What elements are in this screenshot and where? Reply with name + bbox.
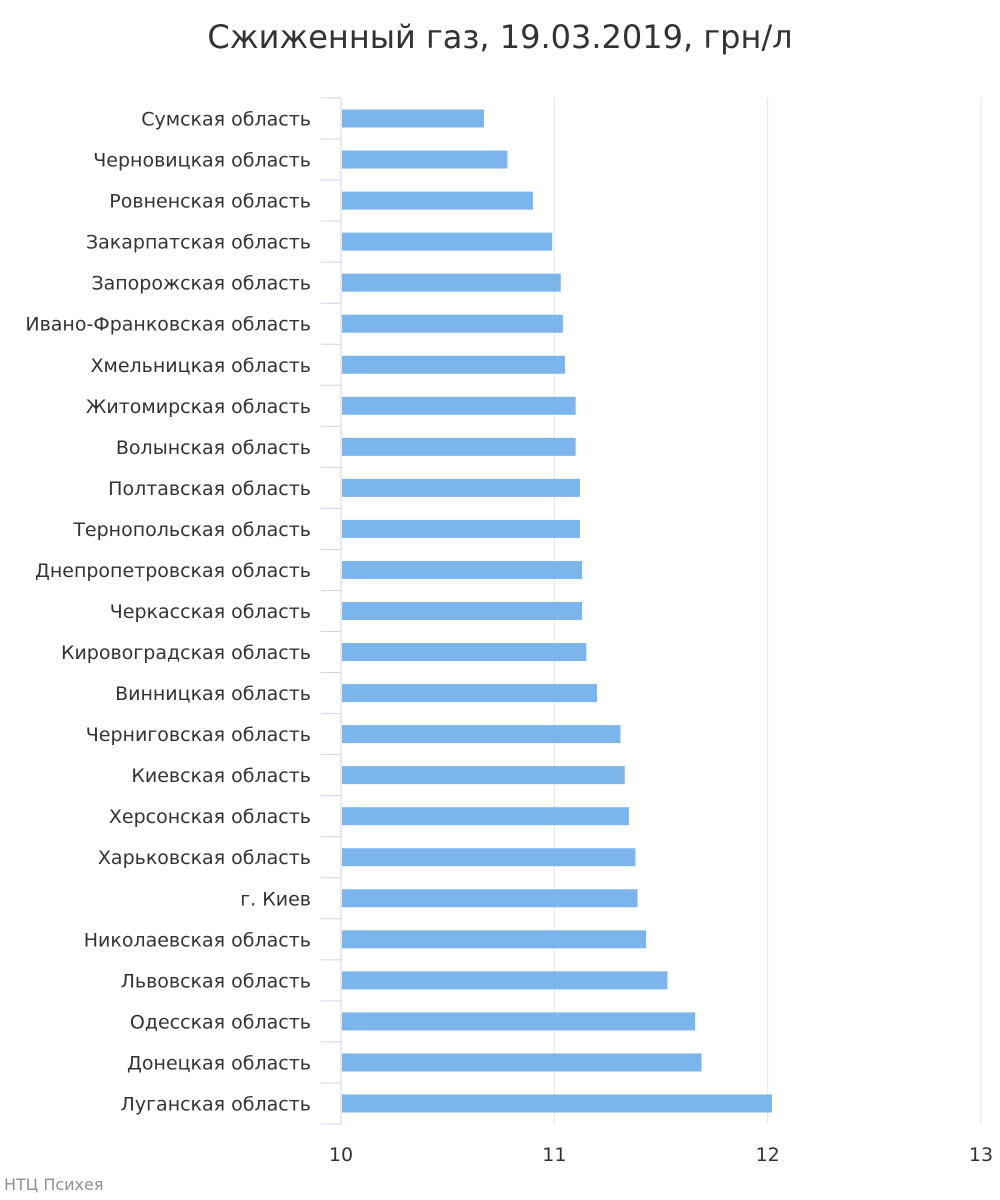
bar xyxy=(342,1094,772,1113)
category-labels: Сумская область Черновицкая область Ровнен… xyxy=(25,109,311,1116)
bar xyxy=(342,971,668,990)
bar xyxy=(342,848,636,867)
category-label: Сумская область xyxy=(141,109,311,131)
bar xyxy=(342,766,625,785)
x-tick-label: 11 xyxy=(542,1144,566,1166)
category-label: Запорожская область xyxy=(91,273,311,295)
category-label: Тернопольская область xyxy=(72,519,311,541)
bar xyxy=(342,109,484,128)
category-label: Житомирская область xyxy=(86,396,311,418)
x-tick-label: 13 xyxy=(969,1144,993,1166)
category-label: Одесская область xyxy=(130,1011,311,1033)
bar xyxy=(342,1012,696,1031)
category-label: Харьковская область xyxy=(98,847,311,869)
bar xyxy=(342,930,647,949)
category-label: Львовская область xyxy=(121,970,311,992)
category-label: Полтавская область xyxy=(108,478,311,500)
category-label: Хмельницкая область xyxy=(90,355,311,377)
bar xyxy=(342,725,621,744)
category-axis xyxy=(321,97,342,1125)
category-label: Херсонская область xyxy=(109,806,311,828)
category-label: г. Киев xyxy=(240,888,311,910)
bar xyxy=(342,437,576,456)
bar xyxy=(342,273,561,292)
chart-credit: НТЦ Психея xyxy=(4,1175,103,1194)
category-label: Киевская область xyxy=(131,765,311,787)
bar xyxy=(342,191,533,210)
bar xyxy=(342,232,553,251)
category-label: Кировоградская область xyxy=(61,642,311,664)
category-label: Черниговская область xyxy=(86,724,311,746)
bar-series xyxy=(342,109,772,1113)
category-label: Николаевская область xyxy=(84,929,311,951)
category-label: Винницкая область xyxy=(115,683,311,705)
bar xyxy=(342,478,580,497)
category-label: Днепропетровская область xyxy=(35,560,311,582)
category-label: Ивано-Франковская область xyxy=(25,314,311,336)
bar xyxy=(342,602,583,620)
bar xyxy=(342,519,580,538)
x-tick-label: 10 xyxy=(329,1144,353,1166)
grid-lines xyxy=(553,98,982,1124)
category-label: Волынская область xyxy=(116,437,311,459)
category-label: Черкасская область xyxy=(110,601,311,623)
bar xyxy=(342,1053,702,1072)
category-label: Луганская область xyxy=(121,1093,311,1115)
bar xyxy=(342,807,629,826)
bar xyxy=(342,684,597,703)
bar xyxy=(342,643,587,662)
bar xyxy=(342,355,565,374)
bar xyxy=(342,889,638,908)
bar xyxy=(342,150,508,169)
bar xyxy=(342,396,576,415)
bar xyxy=(342,314,563,333)
category-label: Ровненская область xyxy=(109,191,311,213)
chart-title: Сжиженный газ, 19.03.2019, грн/л xyxy=(207,18,792,56)
x-axis-tick-labels: 10 11 12 13 xyxy=(329,1144,993,1166)
bar xyxy=(342,560,583,579)
category-label: Черновицкая область xyxy=(93,150,311,172)
x-tick-label: 12 xyxy=(756,1144,780,1166)
category-label: Донецкая область xyxy=(127,1052,311,1074)
category-label: Закарпатская область xyxy=(86,232,311,254)
